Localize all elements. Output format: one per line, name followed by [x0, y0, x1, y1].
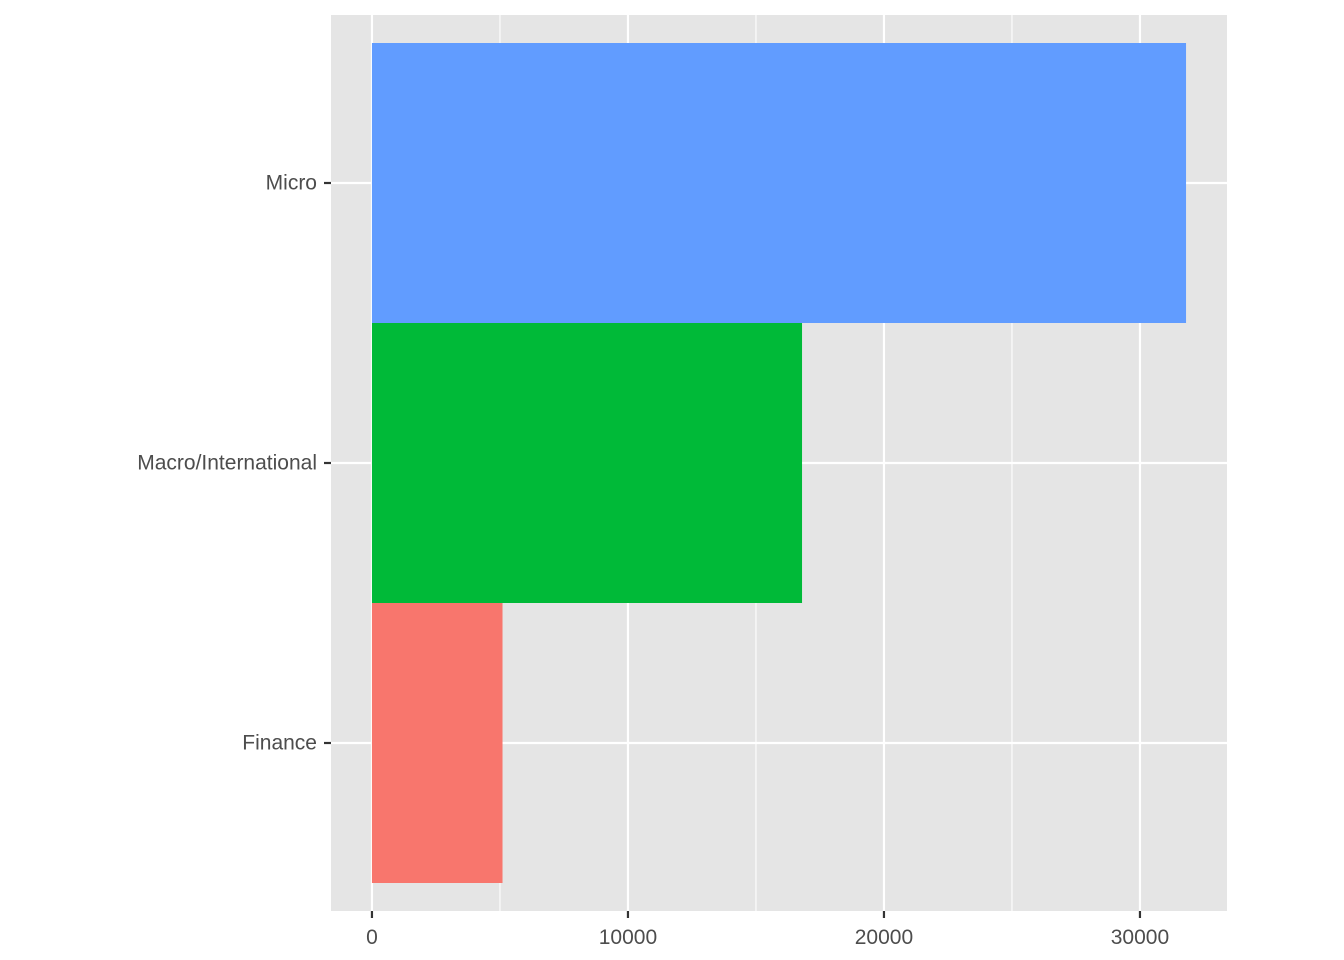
x-axis: 0 10000 20000 30000 [366, 911, 1169, 949]
x-tick-label: 10000 [599, 926, 657, 949]
x-tick-label: 20000 [855, 926, 913, 949]
x-tick-label: 30000 [1111, 926, 1169, 949]
bar-macro-international [371, 323, 803, 603]
y-axis: Finance Macro/International Micro [137, 172, 331, 755]
bars [371, 43, 1187, 883]
y-tick-label: Micro [266, 172, 317, 195]
bar-finance [371, 603, 503, 883]
y-tick-label: Macro/International [137, 452, 317, 475]
bar-micro [371, 43, 1187, 323]
y-tick-label: Finance [242, 732, 317, 755]
x-tick-label: 0 [366, 926, 378, 949]
